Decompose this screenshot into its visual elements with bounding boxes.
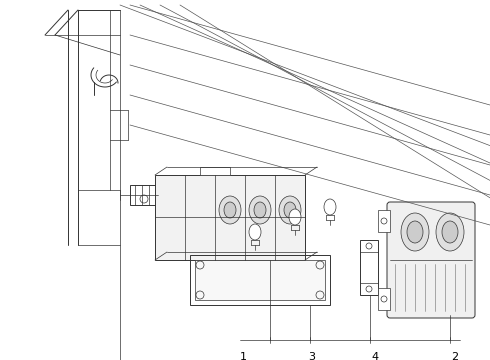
Circle shape [140,195,148,203]
Ellipse shape [436,213,464,251]
Bar [200,167,230,175]
Bar [200,260,230,268]
Circle shape [381,218,387,224]
Ellipse shape [401,213,429,251]
Ellipse shape [289,209,301,225]
Bar [195,260,325,300]
Ellipse shape [279,196,301,224]
Text: 2: 2 [451,352,459,360]
Circle shape [381,296,387,302]
Bar [130,185,158,205]
Bar [155,175,305,260]
Ellipse shape [284,202,296,218]
FancyBboxPatch shape [387,202,475,318]
Ellipse shape [249,224,261,240]
Circle shape [366,243,372,249]
Text: 4: 4 [371,352,379,360]
Ellipse shape [224,202,236,218]
Ellipse shape [324,199,336,215]
Circle shape [366,286,372,292]
Ellipse shape [219,196,241,224]
Text: 3: 3 [309,352,316,360]
Bar [360,240,378,295]
Ellipse shape [249,196,271,224]
Bar [190,255,330,305]
Text: 1: 1 [240,352,246,360]
Ellipse shape [442,221,458,243]
Bar [378,288,390,310]
Ellipse shape [407,221,423,243]
Bar [378,210,390,232]
Ellipse shape [254,202,266,218]
